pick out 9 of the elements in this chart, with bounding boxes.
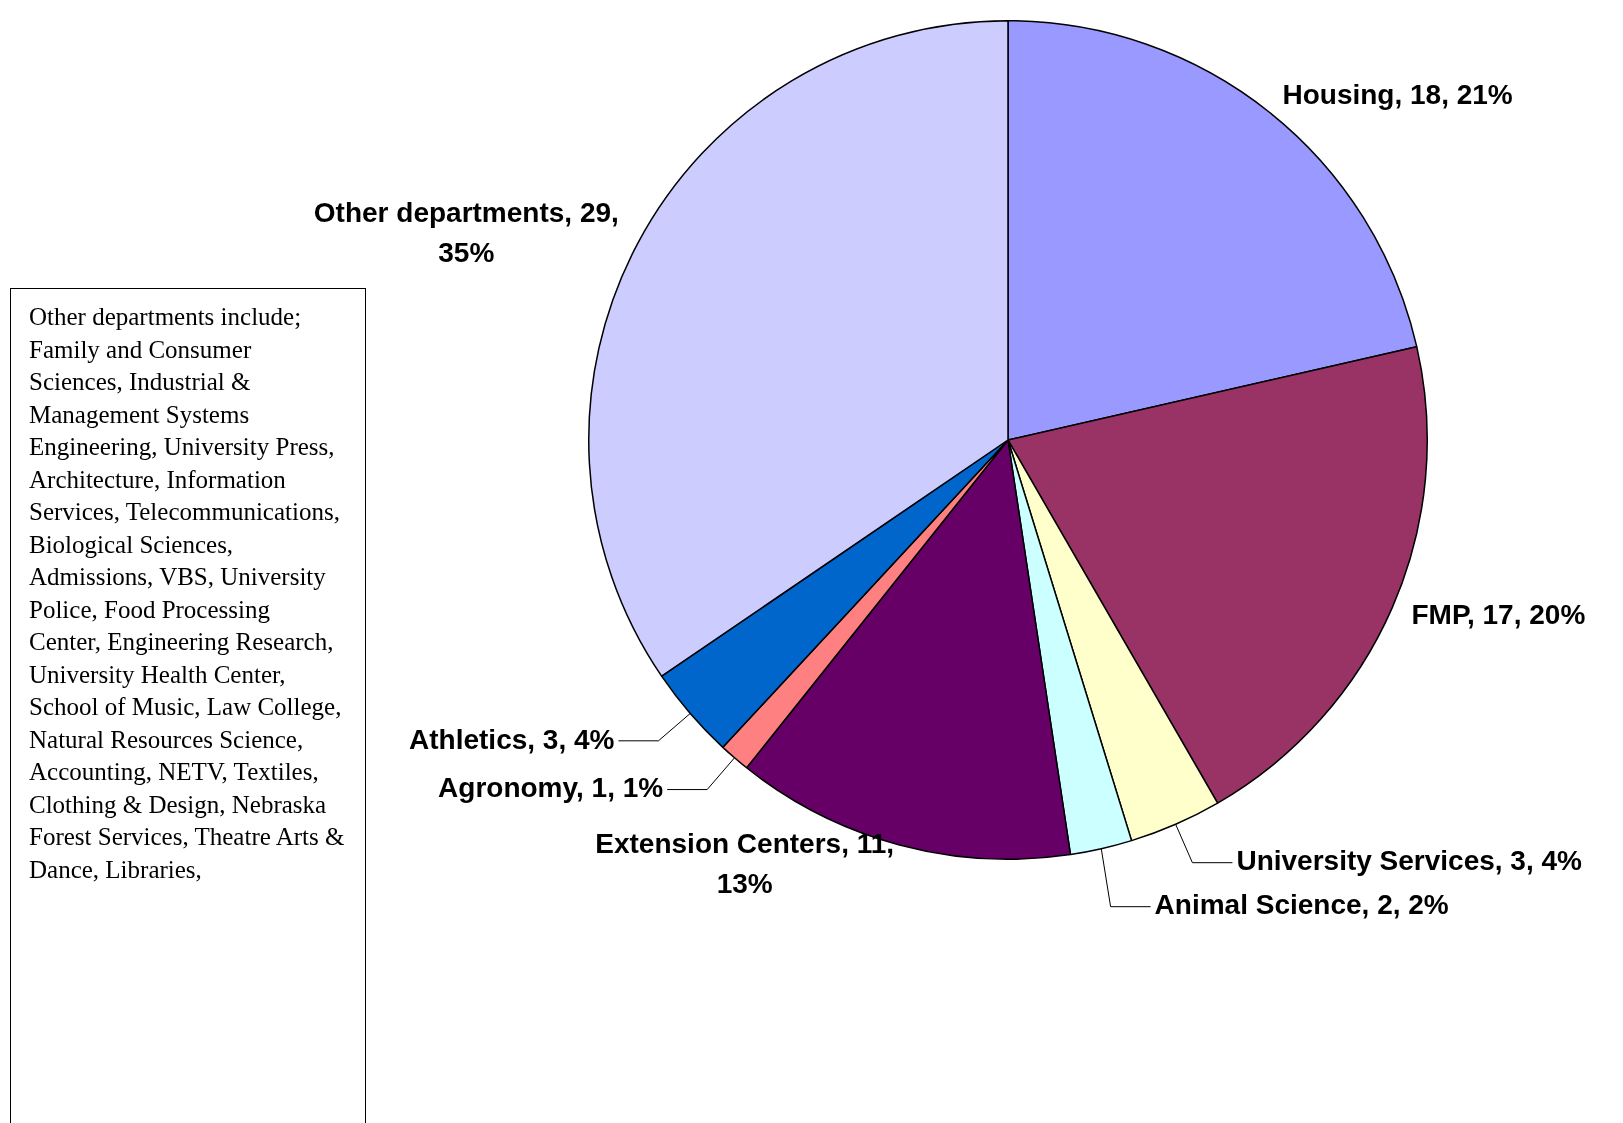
slice-label: Housing, 18, 21% bbox=[1282, 78, 1513, 110]
slice-label: Extension Centers, 11, 13% bbox=[595, 827, 895, 899]
slice-label: Athletics, 3, 4% bbox=[409, 723, 615, 755]
slice-label: Other departments, 29, 35% bbox=[313, 197, 619, 269]
slice-label: Agronomy, 1, 1% bbox=[438, 772, 664, 804]
slice-label: FMP, 17, 20% bbox=[1411, 598, 1586, 630]
text: Other departments include; Family and Consumer Sciences, Industrial & Management Systems Engineering, University Press, Architecture, Information Services, Telecommunications, Biological Sciences, Admissions, VBS, University Police, Food Processing Center, Engineering Research, University Health Center, School of Music, Law College, Natural Resources Science, Accounting, NETV, Textiles, Clothing & Design, Nebraska Forest Services, Theatre Arts & Dance, Libraries, bbox=[29, 303, 345, 883]
slice-label: Animal Science, 2, 2% bbox=[1154, 889, 1449, 921]
slice-label: University Services, 3, 4% bbox=[1236, 845, 1583, 877]
